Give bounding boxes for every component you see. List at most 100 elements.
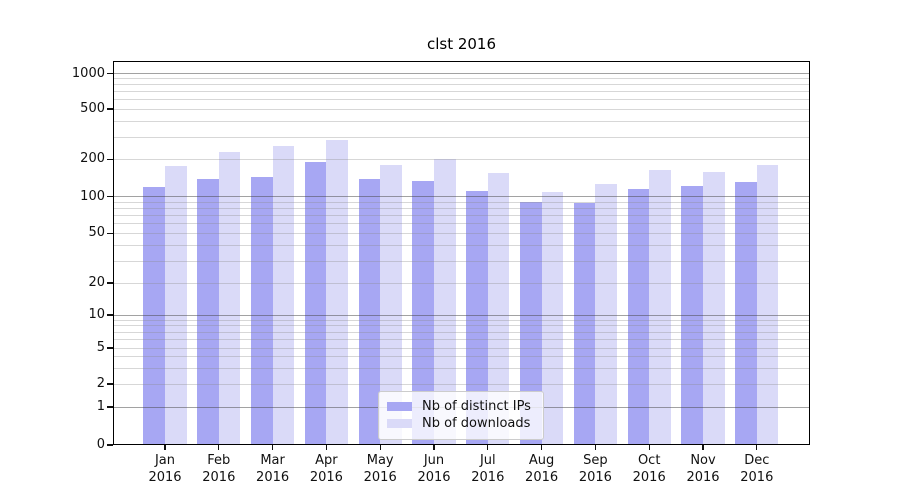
gridline-minor: [113, 158, 810, 160]
gridline-minor: [113, 84, 810, 86]
bar-jul-downloads: [487, 173, 510, 445]
y-tick-label: 200: [80, 151, 105, 167]
gridline-major: [113, 196, 810, 198]
gridline-minor: [113, 338, 810, 340]
bar-mar-distinct-ips: [251, 177, 273, 445]
bar-may-downloads: [380, 165, 402, 445]
x-tick: [756, 445, 758, 450]
y-tick: [107, 314, 113, 316]
x-tick-label-feb: Feb 2016: [202, 453, 236, 485]
y-tick: [107, 158, 113, 160]
y-tick: [107, 383, 113, 385]
x-tick: [487, 445, 489, 450]
bar-oct-downloads: [649, 170, 671, 445]
bar-jun-distinct-ips: [412, 180, 434, 445]
gridline-minor: [113, 260, 810, 262]
chart-title: clst 2016: [426, 35, 497, 53]
legend-label-downloads: Nb of downloads: [422, 416, 531, 431]
y-tick: [107, 282, 113, 284]
x-tick-label-apr: Apr 2016: [309, 453, 343, 485]
plot-area: Nb of distinct IPs Nb of downloads: [113, 61, 810, 445]
y-tick: [107, 444, 113, 446]
y-tick-label: 10: [88, 307, 105, 322]
x-tick-label-oct: Oct 2016: [632, 453, 666, 485]
gridline-minor: [113, 215, 810, 216]
bar-dec-downloads: [756, 165, 779, 445]
gridline-minor: [113, 201, 810, 203]
legend: Nb of distinct IPs Nb of downloads: [378, 391, 544, 440]
x-tick: [594, 445, 596, 450]
y-tick-label: 2: [96, 376, 105, 391]
gridline-minor: [113, 232, 810, 234]
gridline-minor: [113, 356, 810, 358]
y-tick-label: 100: [80, 188, 105, 204]
bar-sep-distinct-ips: [573, 202, 596, 445]
x-tick-label-mar: Mar 2016: [256, 453, 290, 485]
y-tick-label: 1000: [71, 65, 105, 81]
gridline-minor: [113, 208, 810, 209]
bar-sep-downloads: [595, 183, 617, 445]
x-tick: [164, 445, 166, 450]
y-tick: [107, 347, 113, 349]
gridline-minor: [113, 319, 810, 321]
x-tick-label-sep: Sep 2016: [578, 453, 612, 485]
x-tick: [325, 445, 327, 450]
bar-feb-downloads: [218, 152, 241, 445]
x-tick-label-dec: Dec 2016: [740, 453, 774, 485]
gridline-minor: [113, 331, 810, 333]
x-tick: [272, 445, 274, 450]
bar-feb-distinct-ips: [197, 179, 219, 445]
y-tick: [107, 72, 113, 75]
x-tick: [433, 445, 435, 450]
x-tick: [541, 445, 543, 450]
y-tick-label: 50: [88, 225, 105, 241]
legend-item-distinct-ips: Nb of distinct IPs: [387, 398, 543, 415]
x-tick-label-jun: Jun 2016: [417, 453, 451, 485]
y-tick: [107, 406, 113, 408]
y-tick-label: 5: [96, 340, 105, 355]
x-tick: [218, 445, 220, 450]
bar-aug-distinct-ips: [520, 201, 542, 445]
gridline-minor: [113, 223, 810, 225]
y-tick: [107, 196, 113, 198]
y-tick-label: 20: [88, 275, 105, 290]
gridline-minor: [113, 78, 810, 80]
bar-jun-downloads: [434, 158, 456, 445]
gridline-minor: [113, 108, 810, 110]
y-tick: [107, 232, 113, 234]
bar-oct-distinct-ips: [627, 189, 650, 445]
y-tick-label: 500: [80, 101, 105, 116]
legend-swatch-distinct-ips: [387, 402, 412, 411]
bar-apr-distinct-ips: [304, 161, 327, 445]
x-tick: [379, 445, 381, 450]
gridline-minor: [113, 91, 810, 93]
gridline-minor: [113, 120, 810, 122]
legend-swatch-downloads: [387, 419, 412, 428]
gridline-major: [113, 73, 810, 74]
bar-dec-distinct-ips: [735, 181, 757, 445]
gridline-minor: [113, 347, 810, 349]
y-tick: [107, 108, 113, 110]
gridline-major: [113, 314, 810, 316]
legend-label-distinct-ips: Nb of distinct IPs: [422, 399, 531, 414]
x-tick: [702, 445, 704, 450]
gridline-minor: [113, 282, 810, 284]
bar-nov-downloads: [703, 171, 725, 445]
gridline-minor: [113, 99, 810, 101]
bar-jan-downloads: [165, 165, 187, 445]
x-tick-label-may: May 2016: [363, 453, 397, 485]
bar-apr-downloads: [326, 139, 348, 445]
x-tick-label-nov: Nov 2016: [686, 453, 720, 485]
bar-jan-distinct-ips: [143, 186, 165, 445]
x-tick: [648, 445, 650, 450]
y-tick-label: 0: [96, 437, 105, 452]
bar-mar-downloads: [272, 146, 295, 445]
x-tick-label-jan: Jan 2016: [148, 453, 182, 485]
legend-item-downloads: Nb of downloads: [387, 415, 543, 432]
gridline-minor: [113, 325, 810, 327]
bar-jul-distinct-ips: [466, 190, 488, 445]
bar-aug-downloads: [541, 191, 564, 445]
y-tick-label: 1: [96, 399, 105, 414]
x-tick-label-jul: Jul 2016: [471, 453, 505, 485]
